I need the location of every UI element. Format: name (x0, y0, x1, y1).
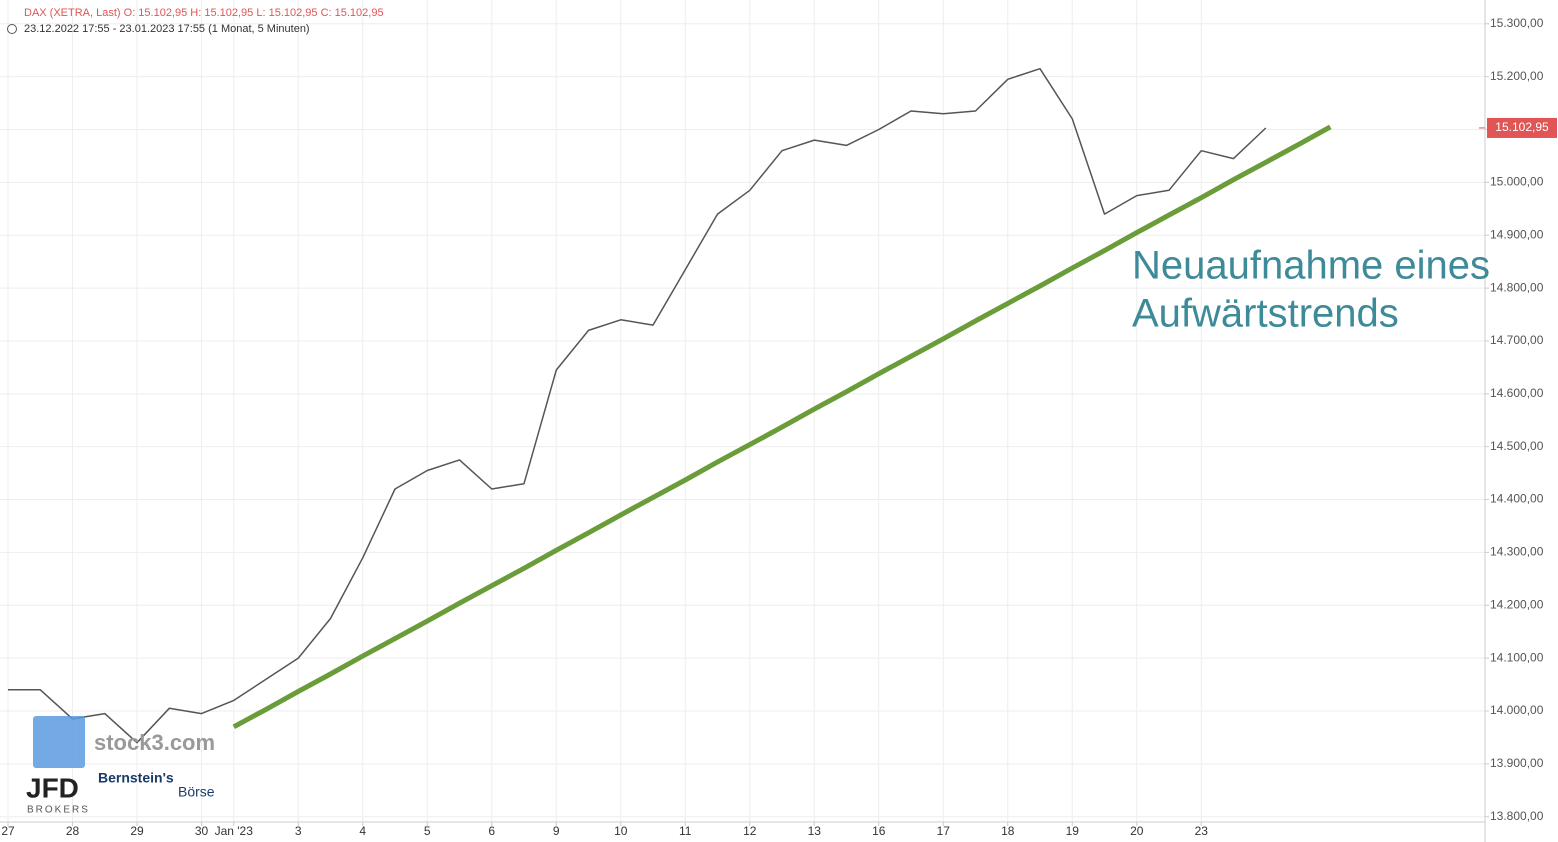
x-tick-label: 6 (488, 824, 495, 838)
x-tick-label: 27 (1, 824, 15, 838)
x-tick-label: 11 (679, 824, 692, 838)
y-tick-label: 14.400,00 (1490, 492, 1544, 506)
x-tick-label: 13 (808, 824, 822, 838)
x-tick-label: 5 (424, 824, 431, 838)
x-tick-label: 20 (1130, 824, 1144, 838)
x-tick-label: Jan '23 (215, 824, 254, 838)
stock3-logo-text: stock3.com (94, 730, 215, 755)
x-tick-label: 16 (872, 824, 886, 838)
x-tick-label: 10 (614, 824, 628, 838)
last-value-label: 15.102,95 (1495, 120, 1549, 134)
x-tick-label: 4 (359, 824, 366, 838)
marks (8, 67, 1332, 744)
y-tick-label: 14.500,00 (1490, 439, 1544, 453)
x-tick-label: 28 (66, 824, 80, 838)
y-tick-label: 14.700,00 (1490, 333, 1544, 347)
boerse-logo: Börse (178, 784, 215, 800)
price-line (8, 67, 1267, 744)
y-tick-label: 15.000,00 (1490, 175, 1544, 189)
bernstein-logo: Bernstein's (98, 770, 174, 786)
chart-title: DAX (XETRA, Last) O: 15.102,95 H: 15.102… (24, 7, 384, 19)
annotation: Neuaufnahme eines (1132, 244, 1490, 288)
x-tick-label: 18 (1001, 824, 1015, 838)
jfd-logo-sub: BROKERS (27, 805, 90, 816)
y-tick-label: 14.000,00 (1490, 703, 1544, 717)
last-value-box (1487, 117, 1557, 138)
y-tick-label: 14.800,00 (1490, 280, 1544, 294)
y-tick-label: 15.300,00 (1490, 16, 1544, 30)
y-tick-label: 14.100,00 (1490, 650, 1544, 664)
annotation: Aufwärtstrends (1132, 292, 1399, 336)
y-tick-label: 13.800,00 (1490, 809, 1544, 823)
y-tick-label: 15.200,00 (1490, 69, 1544, 83)
stock3-logo (33, 716, 85, 768)
y-tick-label: 14.600,00 (1490, 386, 1544, 400)
grid (0, 0, 1485, 822)
x-tick-label: 17 (937, 824, 951, 838)
x-tick-label: 29 (130, 824, 144, 838)
chart-subtitle: 23.12.2022 17:55 - 23.01.2023 17:55 (1 M… (24, 23, 310, 35)
y-tick-label: 14.300,00 (1490, 545, 1544, 559)
y-tick-label: 14.200,00 (1490, 597, 1544, 611)
jfd-logo: JFD (26, 772, 79, 803)
x-tick-label: 9 (553, 824, 560, 838)
y-tick-label: 14.900,00 (1490, 227, 1544, 241)
x-tick-label: 23 (1195, 824, 1209, 838)
y-tick-label: 13.900,00 (1490, 756, 1544, 770)
x-tick-label: 19 (1066, 824, 1080, 838)
x-tick-label: 12 (743, 824, 757, 838)
x-tick-label: 3 (295, 824, 302, 838)
clock-icon (7, 24, 17, 34)
trend-line (232, 124, 1332, 729)
x-tick-label: 30 (195, 824, 209, 838)
